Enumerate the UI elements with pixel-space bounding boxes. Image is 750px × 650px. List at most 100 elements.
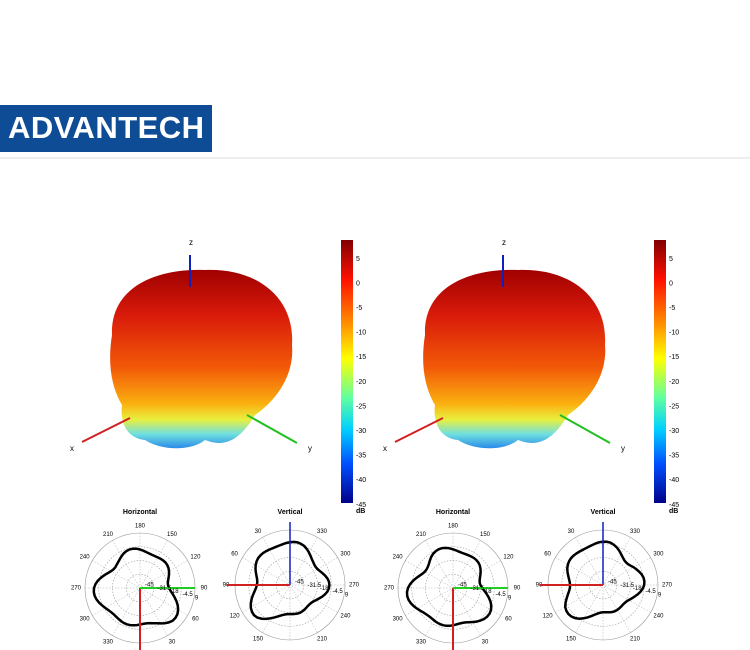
polar-angle-label: 210 (630, 636, 641, 642)
polar-title: Vertical (591, 509, 616, 516)
polar-ring-label: -31.5 (470, 586, 484, 592)
axis-label: x (70, 444, 74, 453)
pattern-curve (563, 540, 646, 620)
polar-ring-label: 9 (508, 595, 512, 601)
polar-title: Vertical (278, 509, 303, 516)
polar-angle-label: 150 (167, 532, 178, 538)
colorbar-tick: -5 (669, 305, 675, 312)
polar-angle-label: 150 (566, 636, 577, 642)
polar-ring-label: 9 (195, 595, 199, 601)
polar-angle-label: 240 (393, 555, 404, 561)
polar-angle-label: 120 (503, 555, 514, 561)
colorbar-tick: -15 (669, 354, 679, 361)
polar-ring-label: -45 (608, 580, 617, 586)
polar-angle-label: 330 (103, 639, 114, 645)
colorbar-tick: 0 (669, 280, 673, 287)
axis-label: x (383, 444, 387, 453)
y-axis (559, 414, 611, 444)
polar-angle-label: 90 (201, 586, 208, 592)
polar-ring-label: 9 (345, 592, 349, 598)
polar-angle-label: 30 (482, 639, 489, 645)
polar-angle-label: 150 (253, 636, 264, 642)
colorbar-unit: dB (356, 508, 365, 515)
polar-angle-label: 180 (448, 524, 459, 530)
colorbar-tick: 0 (356, 280, 360, 287)
colorbar-tick: -25 (669, 403, 679, 410)
polar-angle-label: 330 (416, 639, 427, 645)
colorbar-tick: -35 (669, 453, 679, 460)
polar-title: Horizontal (436, 509, 470, 516)
colorbar-tick: -10 (356, 330, 366, 337)
axis-label: z (502, 238, 506, 247)
polar-angle-label: 30 (169, 639, 176, 645)
colorbar-tick: -5 (356, 305, 362, 312)
polar-title: Horizontal (123, 509, 157, 516)
colorbar-tick: -45 (356, 502, 366, 509)
polar-angle-label: 300 (653, 552, 664, 558)
polar-angle-label: 210 (103, 532, 114, 538)
polar-ring-label: -18 (633, 586, 642, 592)
polar-angle-label: 90 (514, 586, 521, 592)
polar-ring-label: -4.5 (495, 592, 506, 598)
polar-angle-label: 300 (340, 552, 351, 558)
polar-angle-label: 330 (630, 529, 641, 535)
polar-ring-label: -18 (483, 589, 492, 595)
colorbar-tick: -45 (669, 502, 679, 509)
polar-angle-label: 120 (190, 555, 201, 561)
logo-box (0, 105, 212, 152)
colorbar-tick: -15 (356, 354, 366, 361)
axis-label: y (308, 444, 312, 453)
polar-ring-label: -31.5 (620, 583, 634, 589)
polar-angle-label: 90 (223, 583, 230, 589)
axis-label: y (621, 444, 625, 453)
colorbar-tick: -20 (669, 379, 679, 386)
colorbar-tick: -30 (356, 428, 366, 435)
polar-angle-label: 270 (662, 583, 673, 589)
polar-angle-label: 270 (71, 586, 82, 592)
polar-angle-label: 240 (340, 614, 351, 620)
polar-angle-label: 270 (349, 583, 360, 589)
polar-angle-label: 240 (653, 614, 664, 620)
x-axis (394, 417, 444, 443)
logo: ADVANTECH (8, 110, 204, 145)
polar-ring-label: -45 (458, 583, 467, 589)
polar-ring-label: -31.5 (157, 586, 171, 592)
colorbar-tick: -40 (356, 477, 366, 484)
colorbar-unit: dB (669, 508, 678, 515)
polar-angle-label: 60 (231, 552, 238, 558)
polar-angle-label: 90 (536, 583, 543, 589)
polar-ring-label: -18 (170, 589, 179, 595)
axis-label: z (189, 238, 193, 247)
polar-angle-label: 180 (135, 524, 146, 530)
polar-angle-label: 120 (230, 614, 241, 620)
polar-angle-label: 120 (543, 614, 554, 620)
polar-angle-label: 300 (80, 617, 91, 623)
polar-angle-label: 150 (480, 532, 491, 538)
polar-ring-label: -31.5 (307, 583, 321, 589)
polar-angle-label: 330 (317, 529, 328, 535)
colorbar (654, 240, 666, 503)
pattern-curve (249, 540, 331, 621)
colorbar-tick: -10 (669, 330, 679, 337)
colorbar-tick: 5 (356, 256, 360, 263)
polar-angle-label: 210 (317, 636, 328, 642)
colorbar-tick: -30 (669, 428, 679, 435)
polar-ring-label: -4.5 (182, 592, 193, 598)
colorbar (341, 240, 353, 503)
x-axis (81, 417, 131, 443)
polar-angle-label: 30 (255, 529, 262, 535)
colorbar-tick: -40 (669, 477, 679, 484)
radiation-pattern-3d (110, 269, 293, 449)
colorbar-tick: -35 (356, 453, 366, 460)
y-axis (246, 414, 298, 444)
polar-ring-label: -4.5 (332, 589, 343, 595)
polar-angle-label: 270 (384, 586, 395, 592)
colorbar-tick: -25 (356, 403, 366, 410)
polar-angle-label: 300 (393, 617, 404, 623)
polar-ring-label: -18 (320, 586, 329, 592)
polar-ring-label: -45 (145, 583, 154, 589)
polar-ring-label: -45 (295, 580, 304, 586)
radiation-pattern-3d (423, 269, 606, 449)
